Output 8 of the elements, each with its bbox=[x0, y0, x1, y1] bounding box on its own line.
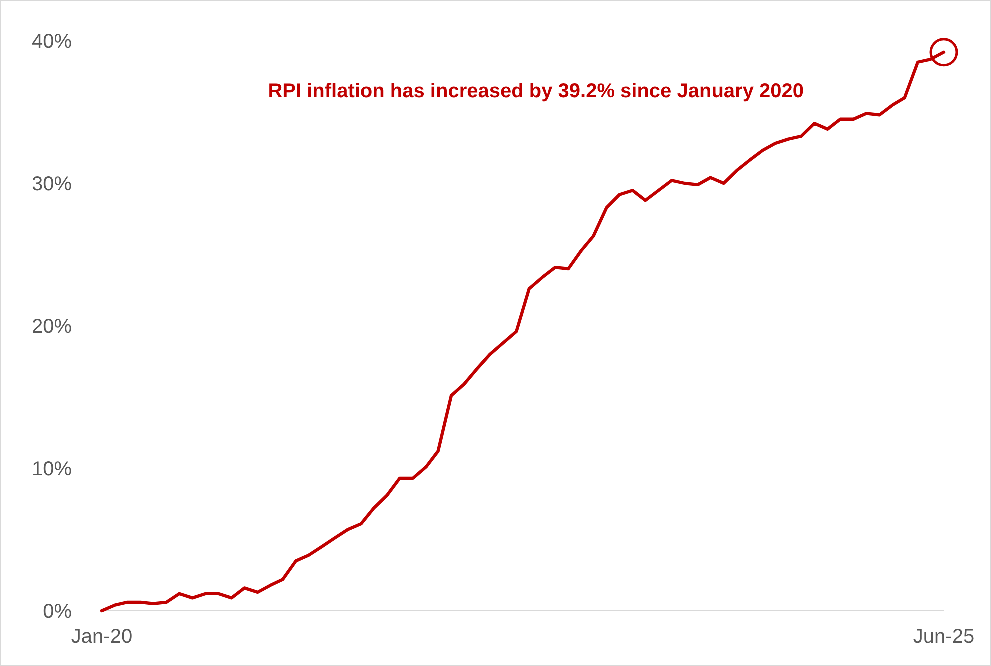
y-tick-label: 20% bbox=[32, 316, 72, 338]
y-tick-label: 10% bbox=[32, 458, 72, 480]
y-tick-label: 0% bbox=[43, 601, 72, 623]
y-tick-label: 30% bbox=[32, 174, 72, 196]
x-tick-label: Jun-25 bbox=[913, 626, 975, 648]
y-tick-label: 40% bbox=[32, 31, 72, 53]
annotation: RPI inflation has increased by 39.2% since January 2020 bbox=[268, 80, 804, 102]
x-tick-label: Jan-20 bbox=[71, 626, 133, 648]
